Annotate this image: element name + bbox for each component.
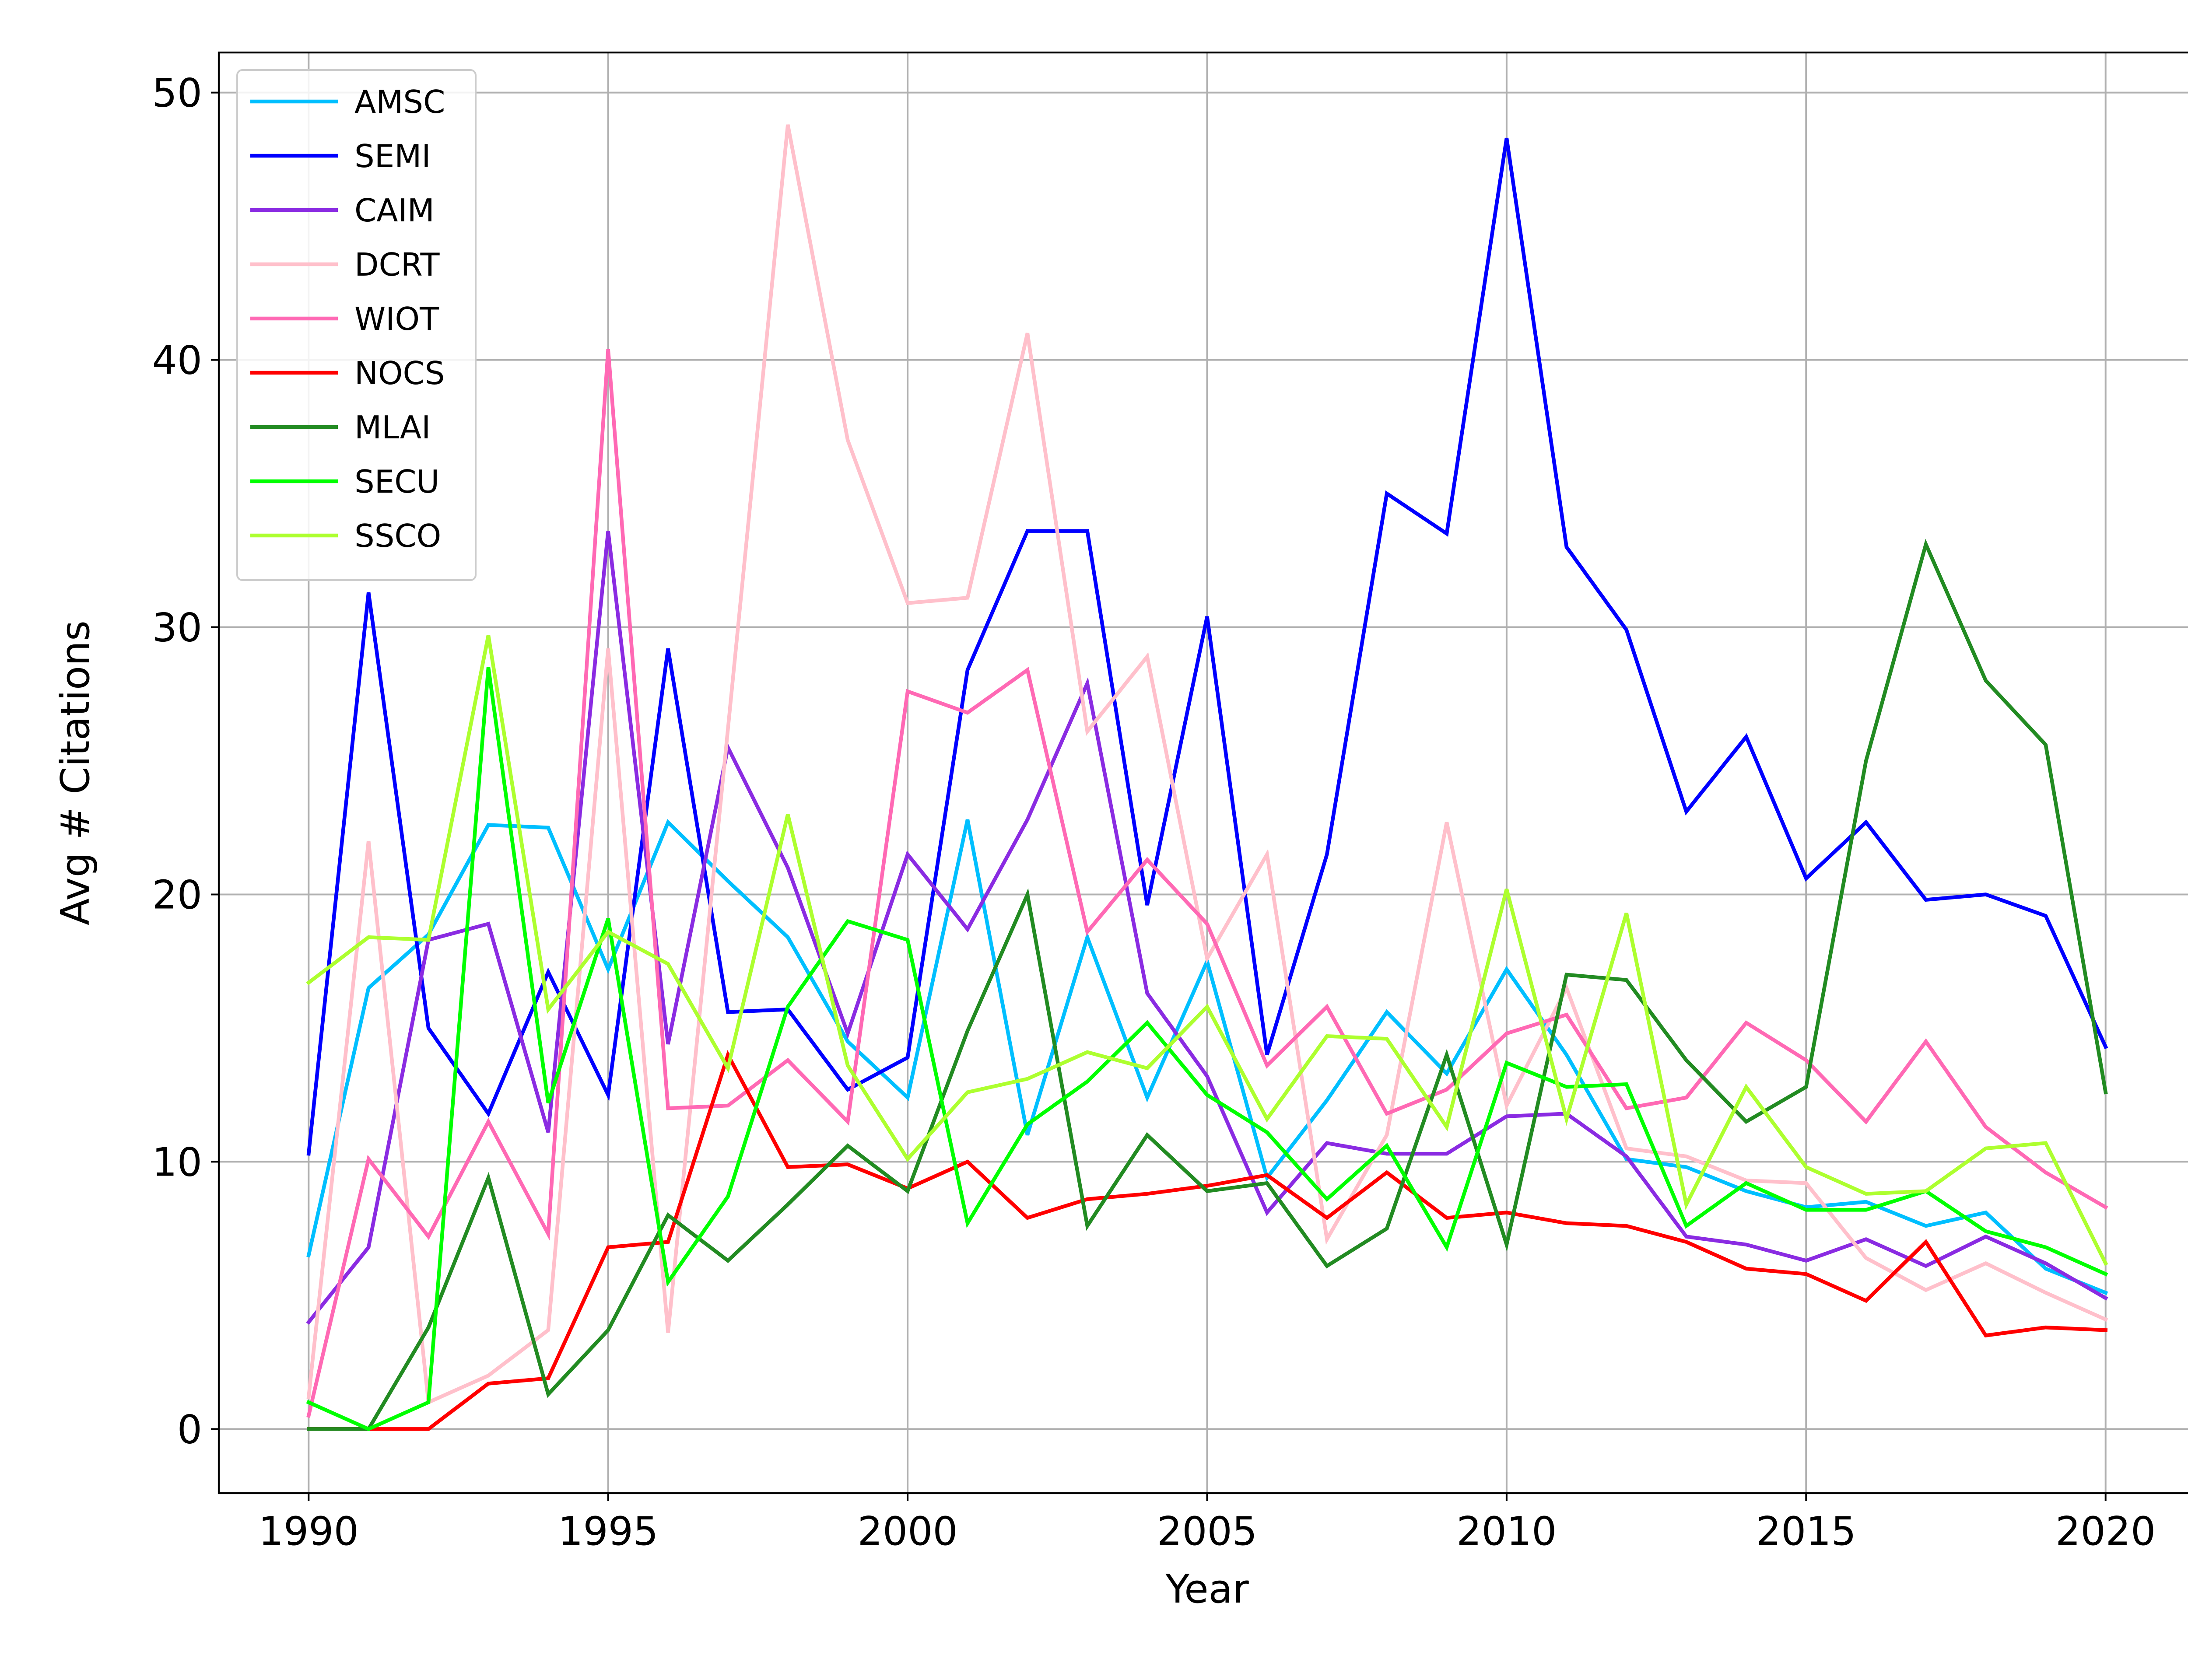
- y-tick-label: 50: [152, 70, 202, 116]
- series-line-wiot: [306, 349, 2108, 1418]
- series-lines: [306, 124, 2108, 1432]
- x-axis-label: Year: [1165, 1566, 1249, 1612]
- y-tick-label: 40: [152, 338, 202, 384]
- x-axis-ticks: 1990 1995 2000 2005 2010 2015 2020: [259, 1493, 2156, 1554]
- legend-label-mlai: MLAI: [354, 409, 431, 446]
- legend-label-secu: SECU: [354, 463, 439, 500]
- legend-label-semi: SEMI: [354, 138, 431, 175]
- x-tick-label: 2020: [2055, 1508, 2156, 1554]
- y-axis-ticks: 0 10 20 30 40 50: [152, 70, 219, 1452]
- legend-label-nocs: NOCS: [354, 355, 445, 392]
- legend-label-dcrt: DCRT: [354, 246, 440, 283]
- y-tick-label: 20: [152, 872, 202, 918]
- series-line-secu: [306, 667, 2108, 1432]
- x-tick-label: 2005: [1157, 1508, 1257, 1554]
- y-axis-label: Avg # Citations: [53, 620, 98, 925]
- legend-label-caim: CAIM: [354, 192, 435, 229]
- y-tick-label: 0: [177, 1407, 202, 1452]
- legend: AMSC SEMI CAIM DCRT WIOT NOCS MLAI SECU SSCO: [236, 69, 477, 581]
- series-line-ssco: [306, 635, 2108, 1266]
- legend-label-ssco: SSCO: [354, 518, 441, 554]
- legend-box: [236, 69, 477, 581]
- series-line-caim: [306, 531, 2108, 1325]
- series-line-semi: [306, 137, 2108, 1156]
- y-tick-label: 30: [152, 605, 202, 651]
- legend-label-wiot: WIOT: [354, 301, 439, 337]
- x-tick-label: 2010: [1456, 1508, 1557, 1554]
- x-tick-label: 1990: [259, 1508, 359, 1554]
- x-tick-label: 2015: [1756, 1508, 1856, 1554]
- y-tick-label: 10: [152, 1139, 202, 1185]
- series-line-dcrt: [306, 124, 2108, 1405]
- x-tick-label: 1995: [558, 1508, 658, 1554]
- series-line-mlai: [307, 539, 2108, 1431]
- x-tick-label: 2000: [858, 1508, 958, 1554]
- series-line-nocs: [307, 1050, 2108, 1431]
- legend-label-amsc: AMSC: [354, 84, 445, 120]
